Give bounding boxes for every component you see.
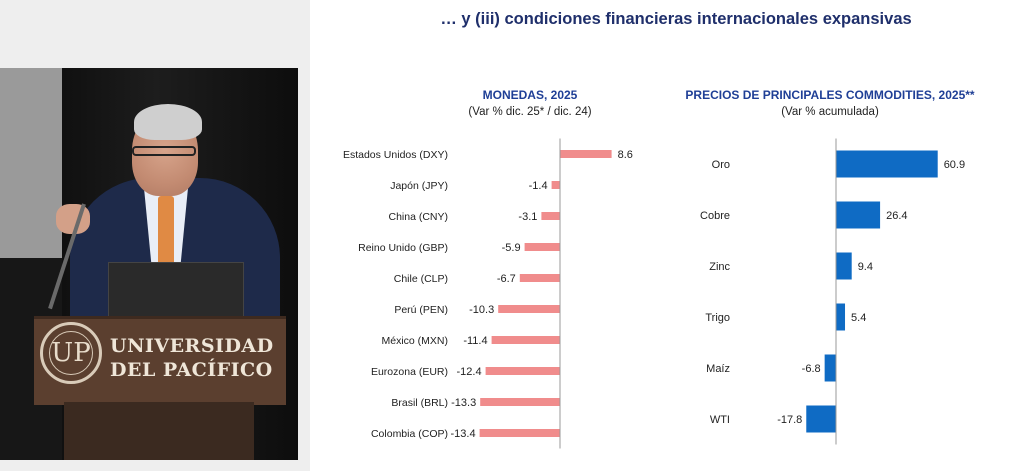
- data-label-5: -10.3: [469, 304, 494, 316]
- bar-6: [491, 336, 560, 344]
- podium-base: [64, 402, 254, 460]
- bar-2: [541, 212, 560, 220]
- speaker-tie: [158, 196, 174, 276]
- commodities-subtitle: (Var % acumulada): [781, 106, 879, 118]
- data-label-1: 26.4: [886, 210, 907, 222]
- data-label-0: 8.6: [618, 149, 633, 161]
- monedas-title: MONEDAS, 2025: [482, 88, 578, 102]
- bar-1: [836, 201, 881, 229]
- data-label-9: -13.4: [451, 428, 476, 440]
- data-label-5: -17.8: [777, 414, 802, 426]
- category-label-2: China (CNY): [388, 211, 448, 223]
- bar-1: [551, 181, 560, 189]
- university-logo-text: UNIVERSIDAD DEL PACÍFICO: [110, 334, 282, 382]
- bar-4: [519, 274, 560, 282]
- monedas-chart: Estados Unidos (DXY) 8.6 Japón (JPY) -1.4 Ch…: [343, 138, 633, 449]
- bar-3: [524, 243, 560, 251]
- bar-4: [824, 354, 836, 382]
- monedas-subtitle: (Var % dic. 25* / dic. 24): [468, 106, 592, 118]
- data-label-4: -6.8: [802, 363, 821, 375]
- data-label-2: -3.1: [518, 211, 537, 223]
- speaker-hair: [134, 104, 202, 140]
- category-label-0: Oro: [712, 159, 730, 171]
- bar-0: [560, 150, 612, 158]
- data-label-1: -1.4: [529, 180, 548, 192]
- bar-8: [480, 398, 560, 406]
- data-label-2: 9.4: [858, 261, 873, 273]
- brand-line-1: UNIVERSIDAD: [110, 335, 274, 357]
- category-label-1: Cobre: [700, 210, 730, 222]
- data-label-4: -6.7: [497, 273, 516, 285]
- speaker-video: UP UNIVERSIDAD DEL PACÍFICO: [0, 0, 310, 471]
- slide-title: … y (iii) condiciones financieras intern…: [440, 10, 912, 28]
- data-label-0: 60.9: [944, 159, 965, 171]
- commodities-title: PRECIOS DE PRINCIPALES COMMODITIES, 2025…: [685, 88, 975, 102]
- category-label-4: Chile (CLP): [394, 273, 448, 285]
- laptop: [108, 262, 244, 322]
- data-label-3: -5.9: [502, 242, 521, 254]
- category-label-6: México (MXN): [381, 335, 448, 347]
- category-label-0: Estados Unidos (DXY): [343, 149, 448, 161]
- category-label-5: Perú (PEN): [394, 304, 448, 316]
- commodities-chart: Oro 60.9 Cobre 26.4 Zinc 9.4 Trigo 5.4 Maíz -6.8 W…: [700, 138, 965, 445]
- category-label-3: Reino Unido (GBP): [358, 242, 448, 254]
- bar-7: [485, 367, 560, 375]
- wall-panel: [0, 68, 62, 258]
- category-label-3: Trigo: [705, 312, 730, 324]
- bar-3: [836, 303, 846, 331]
- speaker-glasses: [132, 146, 196, 156]
- category-label-1: Japón (JPY): [390, 180, 448, 192]
- category-label-9: Colombia (COP): [371, 428, 448, 440]
- data-label-6: -11.4: [463, 335, 487, 347]
- bar-9: [479, 429, 560, 437]
- category-label-7: Eurozona (EUR): [371, 366, 448, 378]
- brand-line-2: DEL PACÍFICO: [110, 359, 273, 381]
- category-label-5: WTI: [710, 414, 730, 426]
- category-label-8: Brasil (BRL): [391, 397, 448, 409]
- bar-5: [806, 405, 836, 433]
- bar-0: [836, 150, 938, 178]
- bar-2: [836, 252, 852, 280]
- data-label-7: -12.4: [457, 366, 482, 378]
- category-label-2: Zinc: [709, 261, 730, 273]
- data-label-8: -13.3: [451, 397, 476, 409]
- data-label-3: 5.4: [851, 312, 866, 324]
- category-label-4: Maíz: [706, 363, 730, 375]
- university-seal-icon: UP: [40, 322, 102, 384]
- bar-5: [498, 305, 560, 313]
